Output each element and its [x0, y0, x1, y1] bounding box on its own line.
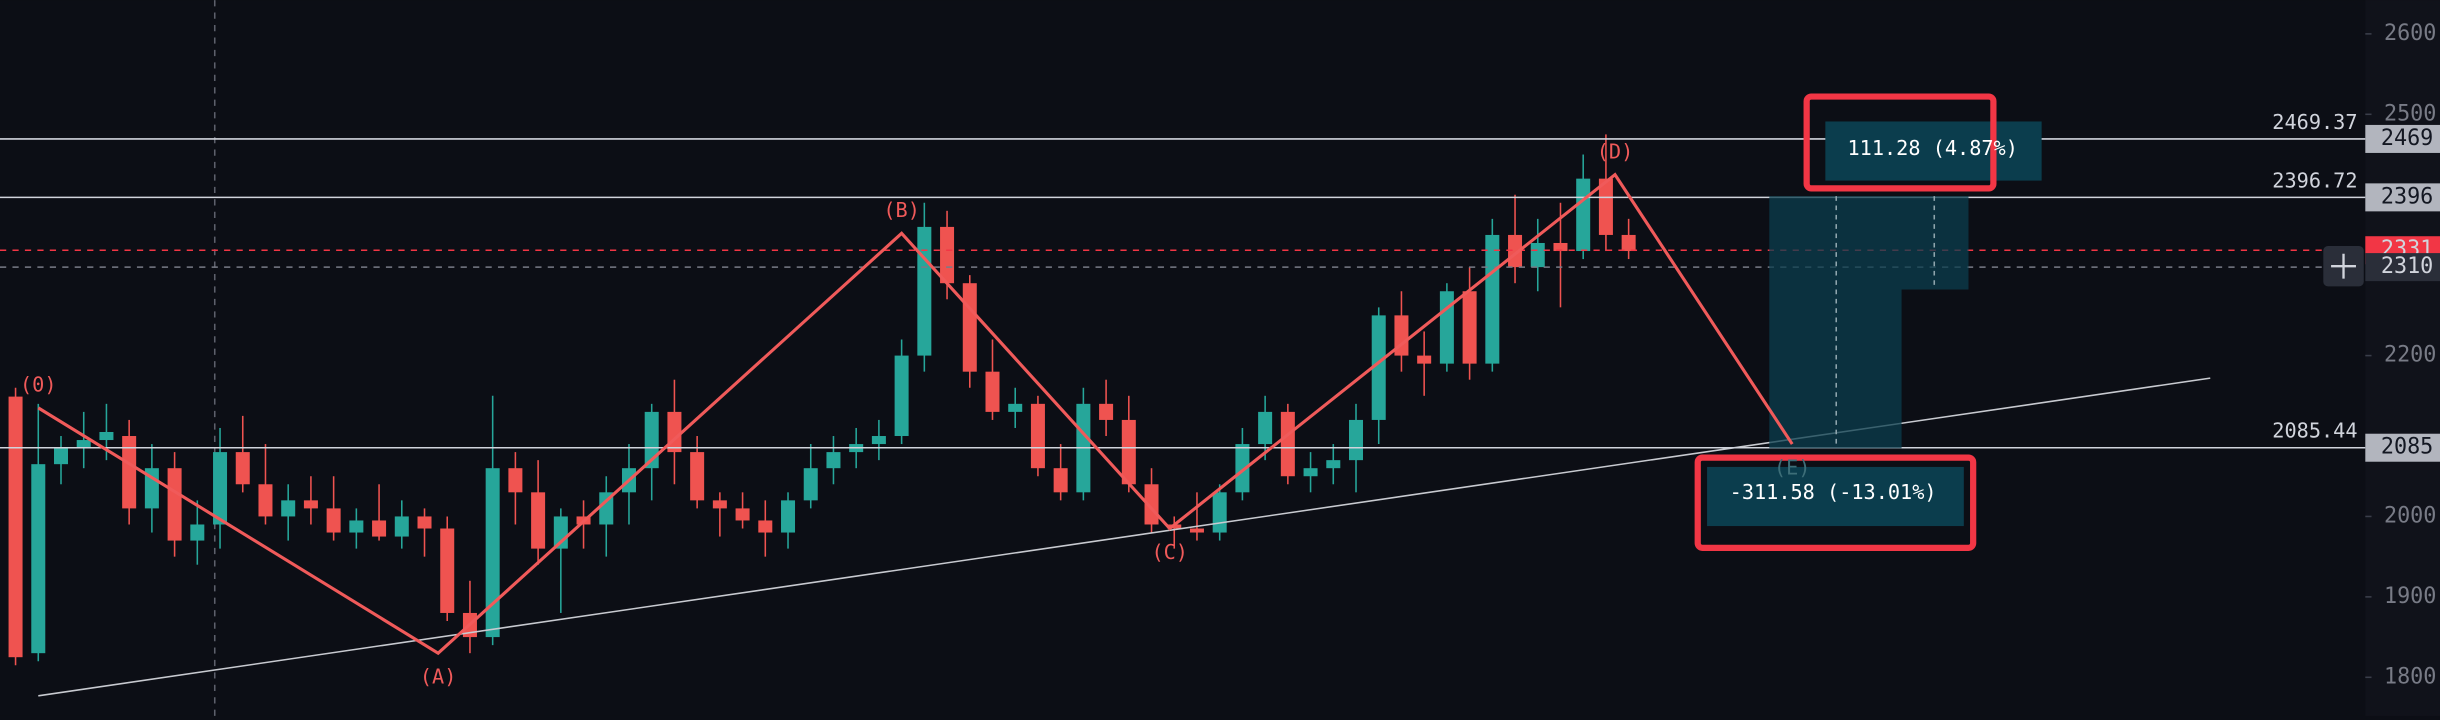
candle-body — [326, 508, 341, 533]
candle-body — [167, 468, 182, 541]
candle-body — [735, 508, 750, 521]
candle-body — [1621, 234, 1636, 252]
candle-body — [962, 283, 977, 372]
candle-body — [303, 500, 318, 509]
candle-body — [440, 528, 455, 613]
highlight — [1694, 454, 1977, 551]
candle-body — [1258, 411, 1273, 445]
candle-body — [372, 520, 387, 537]
price-axis — [2365, 0, 2440, 716]
candle-body — [917, 226, 932, 356]
measure-label: -311.58 (-13.01%) — [1730, 480, 1937, 504]
y-tick-label: 2500 — [2384, 101, 2436, 126]
candle-body — [1349, 419, 1364, 461]
candle-body — [1121, 419, 1136, 485]
candle-body — [1235, 444, 1250, 493]
candle-body — [1485, 234, 1500, 364]
crosshair-button[interactable] — [2323, 245, 2364, 287]
candle-body — [349, 520, 364, 533]
candle-body — [76, 440, 91, 449]
candle-body — [1417, 355, 1432, 364]
y-tick-label: 1800 — [2384, 664, 2436, 689]
candle-body — [826, 452, 841, 469]
candle-body — [190, 524, 205, 541]
candle-body — [1008, 403, 1023, 412]
candle-body — [1189, 528, 1204, 533]
candle-body — [894, 355, 909, 437]
candle-body — [235, 452, 250, 485]
candle-body — [1326, 460, 1341, 469]
candle-body — [599, 492, 614, 525]
highlight — [1803, 93, 1997, 192]
measure-box — [1825, 121, 2042, 181]
candle-body — [1053, 468, 1068, 493]
candle-body — [690, 452, 705, 501]
candle-body — [8, 396, 23, 658]
price-tag — [2365, 433, 2440, 462]
candle-body — [213, 452, 228, 525]
candle-body — [281, 500, 296, 517]
candle-body — [1553, 242, 1568, 252]
measure-box — [1707, 466, 1964, 527]
candle-body — [258, 484, 273, 517]
price-tag-label: 2396 — [2381, 184, 2433, 209]
candle-body — [1576, 178, 1591, 252]
drawings — [1769, 196, 1969, 449]
wave-label: (E) — [1774, 455, 1811, 479]
candle-body — [1303, 468, 1318, 477]
measure-area — [1769, 196, 1969, 449]
wave-line — [37, 172, 1794, 656]
wave-label: (C) — [1151, 540, 1188, 564]
candle-body — [667, 411, 682, 453]
level-label: 2085.44 — [2272, 419, 2357, 443]
candle-body — [531, 492, 546, 549]
price-tag — [2365, 253, 2440, 282]
level-label: 2469.37 — [2272, 110, 2357, 134]
candle-body — [1212, 492, 1227, 533]
candle-body — [485, 468, 500, 638]
candle-body — [1598, 178, 1613, 235]
level-label: 2396.72 — [2272, 168, 2357, 192]
candle-body — [508, 468, 523, 493]
wave-label: (A) — [420, 665, 457, 689]
price-tag-label: 2310 — [2381, 254, 2433, 279]
wave-label: (D) — [1597, 139, 1634, 163]
candle-body — [394, 516, 409, 537]
wave-label: (0) — [20, 373, 57, 397]
measure-label: 111.28 (4.87%) — [1847, 136, 2017, 160]
candle-body — [1030, 403, 1045, 469]
y-tick-label: 2600 — [2384, 21, 2436, 46]
candle-body — [1099, 403, 1114, 420]
candle-body — [1280, 411, 1295, 477]
candle-body — [417, 516, 432, 529]
candle-body — [803, 468, 818, 501]
candle-body — [758, 520, 773, 533]
candle-body — [31, 464, 46, 654]
candle-body — [781, 500, 796, 533]
candle-body — [644, 411, 659, 469]
candle-body — [1530, 242, 1545, 268]
candle-body — [99, 431, 114, 441]
price-tag — [2365, 183, 2440, 212]
y-tick-label: 2000 — [2384, 503, 2436, 528]
candle-body — [1371, 315, 1386, 420]
y-tick-label: 2200 — [2384, 343, 2436, 368]
candle-body — [1462, 291, 1477, 364]
candle-body — [712, 500, 727, 509]
price-tag — [2365, 124, 2440, 153]
candle-body — [122, 436, 137, 509]
candle-body — [1439, 291, 1454, 364]
candle-body — [871, 436, 886, 445]
y-tick-label: 1900 — [2384, 584, 2436, 609]
candle-body — [1508, 234, 1523, 268]
price-tag-label: 2085 — [2381, 435, 2433, 460]
candle-body — [53, 448, 69, 465]
candle-body — [940, 226, 955, 284]
wave-label: (B) — [883, 198, 920, 222]
candle-body — [985, 371, 1000, 412]
price-tag-label: 2469 — [2381, 126, 2433, 151]
